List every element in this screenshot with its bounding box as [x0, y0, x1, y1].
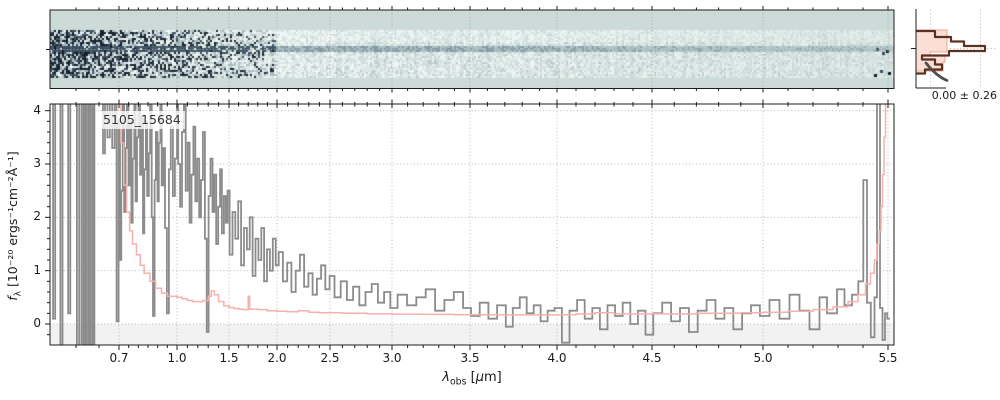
spectrum-2d-image	[50, 10, 894, 89]
flux-symbol: f	[5, 296, 20, 301]
x-tick-label: 4.0	[547, 351, 567, 365]
mu-symbol: μ	[475, 370, 484, 385]
object-id-label: 5105_15684	[99, 111, 185, 129]
x-tick-label: 3.5	[460, 351, 480, 365]
hist-steps	[916, 29, 987, 75]
x-tick-label: 4.5	[642, 351, 662, 365]
hist-curve	[924, 61, 949, 82]
x-axis-label: λobs [μm]	[442, 370, 502, 388]
x-axis-subscript: obs	[449, 376, 467, 388]
x-tick-label: 1.5	[219, 351, 239, 365]
x-tick-label: 3.0	[382, 351, 402, 365]
x-tick-label: 2.0	[267, 351, 287, 365]
y-tick-label: 0	[33, 316, 41, 330]
y-tick-label: 4	[33, 102, 41, 117]
flux-line	[52, 104, 890, 345]
y-tick-label: 1	[33, 262, 41, 277]
y-axis-label: fλ [10⁻²⁰ ergs⁻¹cm⁻²Å⁻¹]	[5, 151, 24, 301]
x-tick-label: 2.5	[320, 351, 340, 365]
histogram-stats-label: 0.00 ± 0.26	[931, 89, 997, 102]
lambda-symbol: λ	[442, 370, 450, 385]
y-tick-label: 3	[33, 156, 41, 170]
x-tick-label: 5.0	[753, 351, 773, 365]
x-tick-label: 0.7	[109, 351, 129, 365]
x-tick-label: 1.0	[167, 351, 187, 365]
below-zero-shade	[50, 324, 894, 345]
y-tick-label: 2	[33, 209, 41, 224]
y-axis-subscript: λ	[13, 291, 24, 297]
main-plot-frame	[49, 103, 895, 346]
x-tick-label: 5.5	[878, 351, 898, 365]
hist-sigma-region	[915, 29, 948, 72]
